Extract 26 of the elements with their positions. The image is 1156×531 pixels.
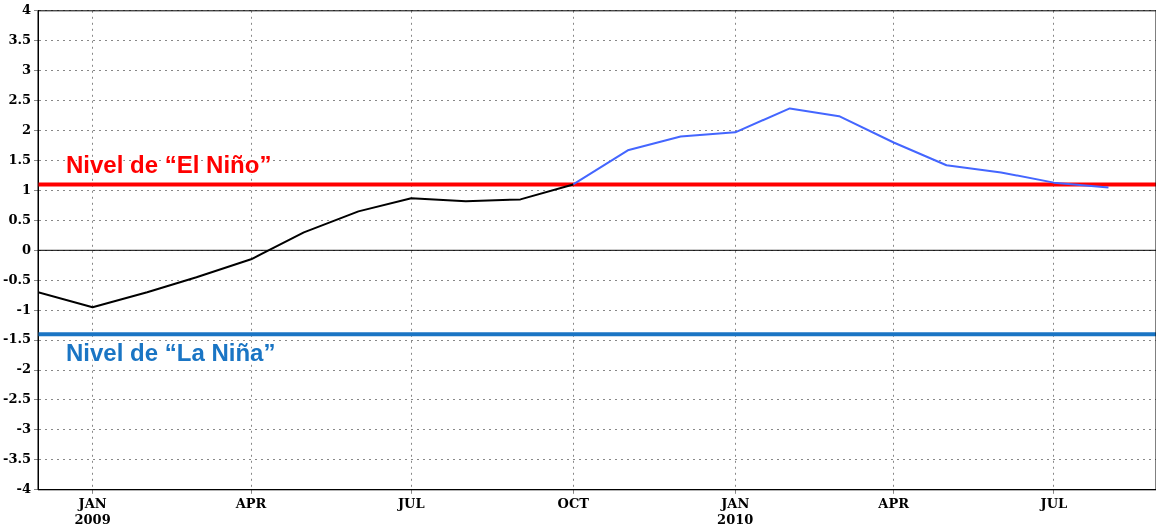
- y-tick-label: 1.5: [8, 151, 32, 167]
- y-tick-label: -3.5: [3, 451, 32, 467]
- y-tick-label: 4: [21, 2, 32, 18]
- x-tick-label: JAN 2009: [74, 495, 111, 527]
- y-tick-label: 0.5: [8, 211, 32, 227]
- y-tick-label: -1: [16, 301, 32, 317]
- x-tick-label: OCT: [557, 495, 590, 511]
- x-tick-label: APR: [877, 495, 910, 511]
- y-tick-label: -4: [16, 481, 32, 497]
- y-tick-label: -2.5: [3, 391, 32, 407]
- y-tick-label: -2: [16, 361, 32, 377]
- x-tick-label: JAN 2010: [717, 495, 754, 527]
- y-tick-label: 2: [21, 121, 32, 137]
- ref-line-label: Nivel de “El Niño”: [66, 151, 272, 179]
- x-tick-label: JUL: [396, 495, 425, 511]
- x-tick-label: JUL: [1039, 495, 1068, 511]
- y-tick-label: 3: [21, 62, 32, 78]
- y-tick-label: 1: [21, 181, 32, 197]
- x-tick-label: APR: [234, 495, 267, 511]
- y-tick-label: -3: [16, 421, 32, 437]
- y-tick-label: -1.5: [3, 331, 32, 347]
- ref-line-label: Nivel de “La Niña”: [66, 338, 276, 366]
- y-tick-label: 0: [21, 241, 32, 257]
- y-tick-label: -0.5: [3, 271, 32, 287]
- y-tick-label: 3.5: [8, 32, 32, 48]
- y-tick-label: 2.5: [8, 91, 32, 107]
